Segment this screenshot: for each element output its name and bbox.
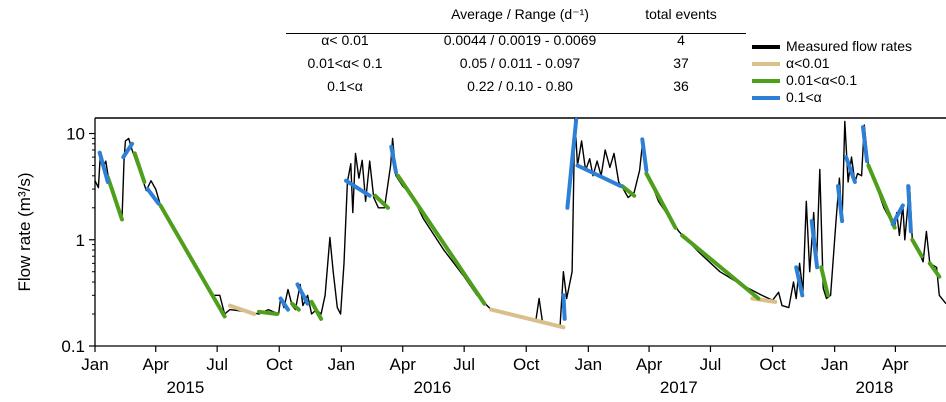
x-tick-label: Apr (636, 355, 663, 374)
row-total-events: 36 (673, 78, 689, 94)
x-tick-label: Apr (143, 355, 170, 374)
row-average-range: 0.05 / 0.011 - 0.097 (459, 55, 581, 71)
event-segment-2 (132, 151, 147, 184)
event-segment-2 (158, 203, 227, 319)
event-segment-3 (844, 155, 857, 184)
x-tick-label: Jan (821, 355, 848, 374)
row-average-range: 0.0044 / 0.0019 - 0.0069 (443, 32, 597, 48)
event-segment-2 (819, 265, 830, 298)
event-segment-3 (836, 184, 845, 224)
event-segment-3 (389, 144, 398, 175)
y-tick-label: 10 (66, 125, 85, 144)
year-label: 2018 (856, 378, 894, 397)
x-tick-label: Jan (81, 355, 108, 374)
event-segment-3 (565, 117, 579, 210)
legend-label: 0.01<α<0.1 (786, 72, 858, 88)
event-segment-1 (750, 296, 778, 304)
header-rule (286, 33, 746, 34)
y-tick-label: 0.1 (61, 337, 85, 356)
header-average-range: Average / Range (d⁻¹) (451, 6, 589, 22)
table-row: α< 0.01 0.0044 / 0.0019 - 0.0069 4 (286, 32, 746, 55)
event-segment-2 (927, 261, 942, 279)
row-average-range: 0.22 / 0.10 - 0.80 (467, 78, 573, 94)
legend-label: 0.1<α (786, 89, 822, 105)
event-segment-3 (278, 296, 290, 312)
statistics-table: Average / Range (d⁻¹) total events α< 0.… (286, 6, 746, 101)
year-label: 2017 (660, 378, 698, 397)
event-segment-2 (373, 193, 390, 210)
row-total-events: 37 (673, 55, 689, 71)
event-segment-3 (906, 184, 913, 234)
legend: Measured flow rates α<0.01 0.01<α<0.1 0.… (750, 38, 912, 106)
legend-swatch (752, 96, 780, 100)
x-tick-label: Apr (882, 355, 909, 374)
event-segment-3 (640, 137, 649, 173)
axis-ticks: 0.1 1 10 Jan Apr Jul Oct Jan Apr Jul Oct Jan Apr Jul O… (61, 125, 909, 397)
event-segment-3 (890, 203, 905, 227)
legend-label: Measured flow rates (786, 38, 913, 54)
event-segment-3 (861, 125, 869, 164)
event-segment-2 (680, 233, 761, 301)
x-tick-label: Jul (700, 355, 722, 374)
event-segment-2 (866, 163, 897, 230)
row-alpha-range: 0.01<α< 0.1 (307, 55, 383, 71)
event-segment-3 (295, 282, 310, 306)
event-segment-2 (396, 173, 487, 306)
event-segment-3 (344, 178, 372, 198)
chart-frame (94, 117, 946, 347)
event-segment-3 (794, 265, 805, 298)
statistics-table-header: Average / Range (d⁻¹) total events (286, 6, 746, 34)
event-segment-2 (105, 175, 124, 222)
event-segment-2 (290, 301, 301, 312)
row-alpha-range: α< 0.01 (321, 32, 369, 48)
event-segment-2 (257, 309, 280, 316)
legend-label: α<0.01 (786, 55, 830, 71)
event-segment-2 (910, 237, 924, 259)
year-label: 2016 (414, 378, 452, 397)
event-segment-1 (489, 307, 566, 330)
y-axis-label: Flow rate (m³/s) (15, 173, 34, 292)
x-tick-label: Oct (513, 355, 540, 374)
x-tick-label: Oct (266, 355, 293, 374)
event-segment-3 (97, 150, 110, 184)
x-tick-label: Oct (759, 355, 786, 374)
series-line-measured (94, 117, 946, 328)
row-total-events: 4 (677, 32, 685, 48)
legend-swatch (752, 79, 780, 83)
x-tick-label: Jan (575, 355, 602, 374)
event-segment-2 (620, 184, 637, 198)
x-tick-label: Jul (453, 355, 475, 374)
event-segment-3 (121, 141, 135, 160)
event-segment-3 (145, 187, 161, 206)
event-segment-3 (561, 293, 567, 321)
legend-item-mid-alpha: 0.01<α<0.1 (750, 72, 912, 89)
event-segment-3 (809, 219, 820, 270)
table-row: 0.01<α< 0.1 0.05 / 0.011 - 0.097 37 (286, 55, 746, 78)
event-segment-2 (644, 171, 678, 230)
x-tick-label: Jul (206, 355, 228, 374)
x-tick-label: Jan (328, 355, 355, 374)
legend-item-low-alpha: α<0.01 (750, 55, 912, 72)
legend-swatch (752, 45, 780, 49)
year-label: 2015 (167, 378, 205, 397)
y-tick-label: 1 (76, 231, 85, 250)
header-total-events: total events (645, 6, 717, 22)
row-alpha-range: 0.1<α (327, 78, 363, 94)
table-row: 0.1<α 0.22 / 0.10 - 0.80 36 (286, 78, 746, 101)
legend-item-measured: Measured flow rates (750, 38, 912, 55)
event-segment-2 (309, 299, 324, 321)
series-layer (94, 117, 946, 330)
event-segment-3 (575, 163, 623, 189)
x-tick-label: Apr (390, 355, 417, 374)
legend-swatch (752, 62, 780, 66)
legend-item-high-alpha: 0.1<α (750, 89, 912, 106)
event-segment-1 (228, 303, 257, 316)
